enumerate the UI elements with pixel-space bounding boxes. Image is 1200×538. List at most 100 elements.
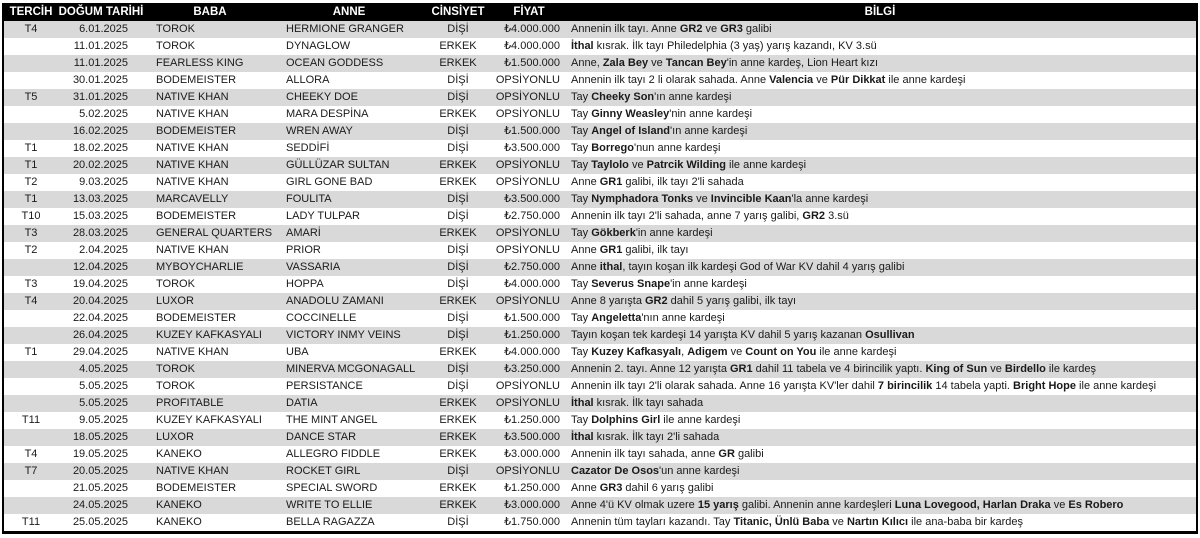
cell-fiyat: ₺3.250.000 — [504, 363, 560, 375]
table-body: T4 6.01.2025 TOROK HERMIONE GRANGER DİŞİ ₺4.0… — [3, 21, 1197, 533]
cell-anne: WRITE TO ELLIE — [286, 499, 373, 511]
table-row: 4.05.2025 TOROK MINERVA MCGONAGALL DİŞİ ₺3.2… — [3, 361, 1197, 378]
cell-anne: ALLORA — [286, 74, 330, 86]
cell-baba: LUXOR — [156, 295, 194, 307]
cell-bilgi: Annenin tüm tayları kazandı. Tay Titanic… — [571, 516, 1024, 528]
cell-anne: COCCINELLE — [286, 312, 357, 324]
table-row: 21.05.2025 BODEMEISTER SPECIAL SWORD ERKEK ₺… — [3, 480, 1197, 497]
cell-fiyat: ₺1.500.000 — [504, 312, 560, 324]
cell-dogum-tarihi: 11.01.2025 — [73, 57, 128, 69]
table-row: T2 2.04.2025 NATIVE KHAN PRIOR DİŞİ OPSİYONLU… — [3, 242, 1197, 259]
cell-tercih — [3, 429, 58, 446]
cell-fiyat: OPSİYONLU — [495, 176, 560, 188]
cell-dogum-tarihi: 5.05.2025 — [79, 397, 128, 409]
table-row: 22.04.2025 BODEMEISTER COCCINELLE DİŞİ ₺1.50… — [3, 310, 1197, 327]
cell-tercih — [3, 72, 58, 89]
cell-dogum-tarihi: 5.02.2025 — [79, 108, 128, 120]
table-row: 11.01.2025 TOROK DYNAGLOW ERKEK ₺4.000.000 İt… — [3, 38, 1197, 55]
table-row: 30.01.2025 BODEMEISTER ALLORA DİŞİ OPSİYONLU… — [3, 72, 1197, 89]
cell-anne: ALLEGRO FIDDLE — [286, 448, 381, 460]
cell-tercih: T11 — [21, 414, 41, 426]
cell-tercih — [3, 259, 58, 276]
cell-anne: FOULITA — [286, 193, 332, 205]
cell-dogum-tarihi: 5.05.2025 — [79, 380, 128, 392]
cell-fiyat: OPSİYONLU — [495, 91, 560, 103]
cell-baba: NATIVE KHAN — [156, 465, 229, 477]
cell-bilgi: Annenin ilk tayı sahada, anne GR galibi — [571, 448, 764, 460]
table-row: 26.04.2025 KUZEY KAFKASYALI VICTORY INMY V… — [3, 327, 1197, 344]
cell-bilgi: Anne ithal, tayın koşan ilk kardeşi God … — [571, 261, 905, 273]
cell-bilgi: Tay Angeletta'nın anne kardeşi — [571, 312, 725, 324]
cell-tercih: T1 — [24, 346, 38, 358]
cell-tercih: T1 — [24, 193, 38, 205]
cell-bilgi: Tay Severus Snape'in anne kardeşi — [571, 278, 747, 290]
table-row: T11 9.05.2025 KUZEY KAFKASYALI THE MINT ANG… — [3, 412, 1197, 429]
cell-dogum-tarihi: 29.04.2025 — [72, 346, 128, 358]
cell-cinsiyet: ERKEK — [439, 227, 477, 239]
cell-anne: DANCE STAR — [286, 431, 357, 443]
cell-tercih — [3, 55, 58, 72]
cell-fiyat: ₺3.000.000 — [504, 448, 560, 460]
cell-baba: NATIVE KHAN — [156, 346, 229, 358]
cell-baba: FEARLESS KING — [156, 57, 244, 69]
table-row: 16.02.2025 BODEMEISTER WREN AWAY DİŞİ ₺1.500… — [3, 123, 1197, 140]
cell-fiyat: ₺2.750.000 — [504, 210, 560, 222]
cell-cinsiyet: ERKEK — [439, 159, 477, 171]
table-row: T5 31.01.2025 NATIVE KHAN CHEEKY DOE DİŞİ OPS… — [3, 89, 1197, 106]
cell-dogum-tarihi: 13.03.2025 — [72, 193, 128, 205]
cell-tercih: T4 — [24, 23, 38, 35]
cell-fiyat: OPSİYONLU — [495, 74, 560, 86]
cell-tercih — [3, 327, 58, 344]
cell-anne: THE MINT ANGEL — [286, 414, 378, 426]
table-row: T10 15.03.2025 BODEMEISTER LADY TULPAR DİŞİ ₺… — [3, 208, 1197, 225]
table-row: 5.02.2025 NATIVE KHAN MARA DESPİNA ERKEK OPS… — [3, 106, 1197, 123]
cell-cinsiyet: DİŞİ — [447, 91, 469, 103]
cell-tercih — [3, 123, 58, 140]
cell-fiyat: ₺1.250.000 — [504, 329, 560, 341]
cell-dogum-tarihi: 16.02.2025 — [72, 125, 128, 137]
cell-baba: NATIVE KHAN — [156, 91, 229, 103]
cell-baba: BODEMEISTER — [156, 74, 237, 86]
cell-cinsiyet: ERKEK — [439, 176, 477, 188]
cell-tercih — [3, 38, 58, 55]
cell-baba: NATIVE KHAN — [156, 108, 229, 120]
cell-bilgi: Anne 4'ü KV olmak uzere 15 yarış galibi.… — [571, 499, 1124, 511]
cell-bilgi: Annenin 2. tayı. Anne 12 yarışta GR1 dah… — [571, 363, 1097, 375]
cell-cinsiyet: DİŞİ — [447, 125, 469, 137]
cell-anne: SEDDİFİ — [286, 142, 330, 154]
cell-cinsiyet: DİŞİ — [447, 23, 469, 35]
table-row: T4 19.05.2025 KANEKO ALLEGRO FIDDLE ERKEK ₺3.… — [3, 446, 1197, 463]
cell-anne: BELLA RAGAZZA — [286, 516, 375, 528]
cell-cinsiyet: ERKEK — [439, 40, 477, 52]
cell-cinsiyet: DİŞİ — [447, 142, 469, 154]
table-row: 5.05.2025 PROFITABLE DATIA ERKEK OPSİYONLU İt… — [3, 395, 1197, 412]
cell-cinsiyet: ERKEK — [439, 108, 477, 120]
cell-cinsiyet: ERKEK — [439, 499, 477, 511]
cell-bilgi: Tay Nymphadora Tonks ve Invincible Kaan'… — [571, 193, 869, 205]
cell-cinsiyet: ERKEK — [439, 414, 477, 426]
cell-anne: VASSARIA — [286, 261, 341, 273]
cell-anne: ANADOLU ZAMANI — [286, 295, 384, 307]
table-row: T1 29.04.2025 NATIVE KHAN UBA ERKEK ₺4.000.00… — [3, 344, 1197, 361]
cell-anne: CHEEKY DOE — [286, 91, 358, 103]
table-row: T4 20.04.2025 LUXOR ANADOLU ZAMANI ERKEK OPSİ… — [3, 293, 1197, 310]
table-header: TERCİH DOĞUM TARİHİ BABA ANNE CİNSİYET F… — [3, 3, 1197, 21]
cell-fiyat: ₺1.750.000 — [504, 516, 560, 528]
cell-cinsiyet: ERKEK — [439, 397, 477, 409]
header-row: TERCİH DOĞUM TARİHİ BABA ANNE CİNSİYET F… — [3, 3, 1197, 21]
table-row: T11 25.05.2025 KANEKO BELLA RAGAZZA DİŞİ ₺1.7… — [3, 514, 1197, 533]
cell-tercih: T4 — [24, 448, 38, 460]
cell-anne: HOPPA — [286, 278, 324, 290]
cell-cinsiyet: DİŞİ — [447, 278, 469, 290]
cell-baba: TOROK — [156, 363, 195, 375]
cell-bilgi: Anne 8 yarışta GR2 dahil 5 yarış galibi,… — [571, 295, 797, 307]
column-header-tercih: TERCİH — [3, 3, 58, 21]
cell-fiyat: ₺4.000.000 — [504, 346, 560, 358]
cell-baba: NATIVE KHAN — [156, 176, 229, 188]
cell-tercih — [3, 106, 58, 123]
cell-tercih — [3, 310, 58, 327]
cell-baba: TOROK — [156, 278, 195, 290]
table-row: T3 28.03.2025 GENERAL QUARTERS AMARİ ERKEK OP… — [3, 225, 1197, 242]
cell-bilgi: Cazator De Osos'un anne kardeşi — [571, 465, 740, 477]
cell-cinsiyet: DİŞİ — [447, 312, 469, 324]
